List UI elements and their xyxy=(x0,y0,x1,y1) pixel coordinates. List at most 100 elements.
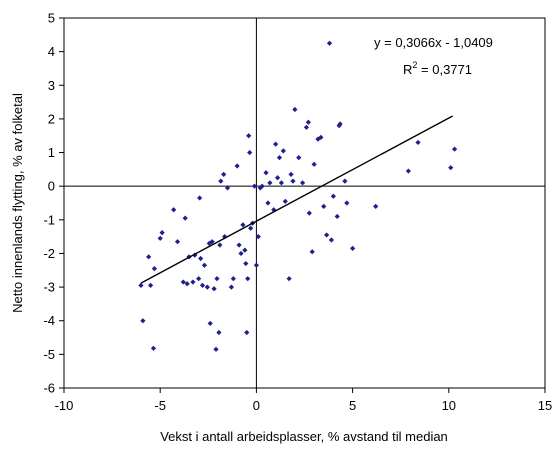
data-point xyxy=(350,245,356,252)
data-point xyxy=(326,40,333,46)
data-point xyxy=(218,178,224,184)
data-point xyxy=(216,329,222,336)
data-point xyxy=(303,124,310,130)
data-point xyxy=(211,286,217,292)
r-squared-value: = 0,3771 xyxy=(417,62,472,77)
data-point xyxy=(190,279,196,285)
data-point xyxy=(243,260,249,267)
data-point xyxy=(159,230,165,236)
x-tick-label: 5 xyxy=(349,398,356,413)
data-point xyxy=(151,265,158,272)
x-tick-label: 0 xyxy=(253,398,260,413)
data-point xyxy=(278,180,285,186)
data-point xyxy=(244,329,250,336)
data-point xyxy=(234,163,240,169)
r-squared-superscript: 2 xyxy=(412,60,417,70)
y-axis: 5 4 3 2 1 0 -1 -2 -3 -4 -5 -6 xyxy=(43,11,64,396)
data-point xyxy=(228,284,234,290)
data-point xyxy=(267,180,273,186)
y-tick-label: -6 xyxy=(43,381,55,396)
x-axis: -10 -5 0 5 10 15 xyxy=(55,388,552,413)
data-point xyxy=(214,276,220,282)
y-tick-label: -2 xyxy=(43,246,55,261)
data-point xyxy=(337,121,343,127)
data-point xyxy=(328,237,335,243)
data-point xyxy=(224,185,231,191)
data-point xyxy=(201,262,208,268)
y-tick-label: 3 xyxy=(48,78,55,93)
y-tick-label: -5 xyxy=(43,347,55,362)
data-point xyxy=(245,276,251,282)
data-point xyxy=(259,183,265,189)
data-point xyxy=(290,178,296,184)
data-point xyxy=(221,171,227,178)
data-point xyxy=(321,203,327,209)
data-point xyxy=(257,185,263,191)
data-point xyxy=(251,183,258,189)
data-point xyxy=(213,346,219,352)
data-point xyxy=(280,148,286,154)
data-point xyxy=(334,213,340,220)
data-points xyxy=(138,40,458,352)
data-point xyxy=(448,165,454,171)
data-point xyxy=(147,282,154,289)
data-point xyxy=(150,345,157,351)
data-point xyxy=(247,149,253,156)
y-tick-label: -3 xyxy=(43,280,55,295)
data-point xyxy=(311,161,317,167)
y-tick-label: 4 xyxy=(48,44,55,59)
data-point xyxy=(174,239,181,245)
data-point xyxy=(240,222,246,228)
data-point xyxy=(324,232,330,238)
data-point xyxy=(197,195,203,201)
data-point xyxy=(315,136,321,142)
data-point xyxy=(180,279,186,285)
r-squared-r: R xyxy=(403,62,412,77)
x-axis-label: Vekst i antall arbeidsplasser, % avstand… xyxy=(160,429,448,444)
x-tick-label: 15 xyxy=(538,398,552,413)
data-point xyxy=(236,242,242,248)
data-point xyxy=(330,193,336,199)
y-tick-label: 2 xyxy=(48,111,55,126)
y-axis-label: Netto innenlands flytting, % av folketal xyxy=(10,93,25,313)
data-point xyxy=(318,134,324,141)
y-tick-label: -1 xyxy=(43,212,55,227)
trendline xyxy=(140,115,453,284)
data-point xyxy=(288,171,294,178)
data-point xyxy=(157,235,163,241)
data-point xyxy=(292,106,298,113)
data-point xyxy=(342,178,348,184)
y-tick-label: 0 xyxy=(48,179,55,194)
x-tick-label: -5 xyxy=(154,398,166,413)
data-point xyxy=(199,282,206,289)
data-point xyxy=(286,276,292,282)
data-point xyxy=(207,320,213,327)
data-point xyxy=(309,249,315,255)
data-point xyxy=(204,284,210,290)
data-point xyxy=(274,175,281,181)
data-point xyxy=(415,139,421,146)
data-point xyxy=(138,282,144,289)
data-point xyxy=(198,255,204,262)
data-point xyxy=(238,250,244,257)
data-point xyxy=(230,276,236,282)
data-point xyxy=(184,281,190,287)
trendline-equation: y = 0,3066x - 1,0409 xyxy=(374,35,493,50)
data-point xyxy=(253,262,259,268)
r-squared-label: R2 = 0,3771 xyxy=(403,60,472,77)
data-point xyxy=(305,119,311,125)
data-point xyxy=(344,200,350,206)
data-point xyxy=(246,133,252,139)
data-point xyxy=(273,141,279,147)
data-point xyxy=(217,242,223,248)
data-point xyxy=(296,154,302,161)
y-tick-label: 5 xyxy=(48,11,55,26)
data-point xyxy=(306,210,312,216)
data-point xyxy=(140,318,146,324)
data-point xyxy=(299,180,306,186)
data-point xyxy=(209,239,215,245)
y-tick-label: 1 xyxy=(48,145,55,160)
data-point xyxy=(373,203,379,209)
data-point xyxy=(336,123,342,129)
